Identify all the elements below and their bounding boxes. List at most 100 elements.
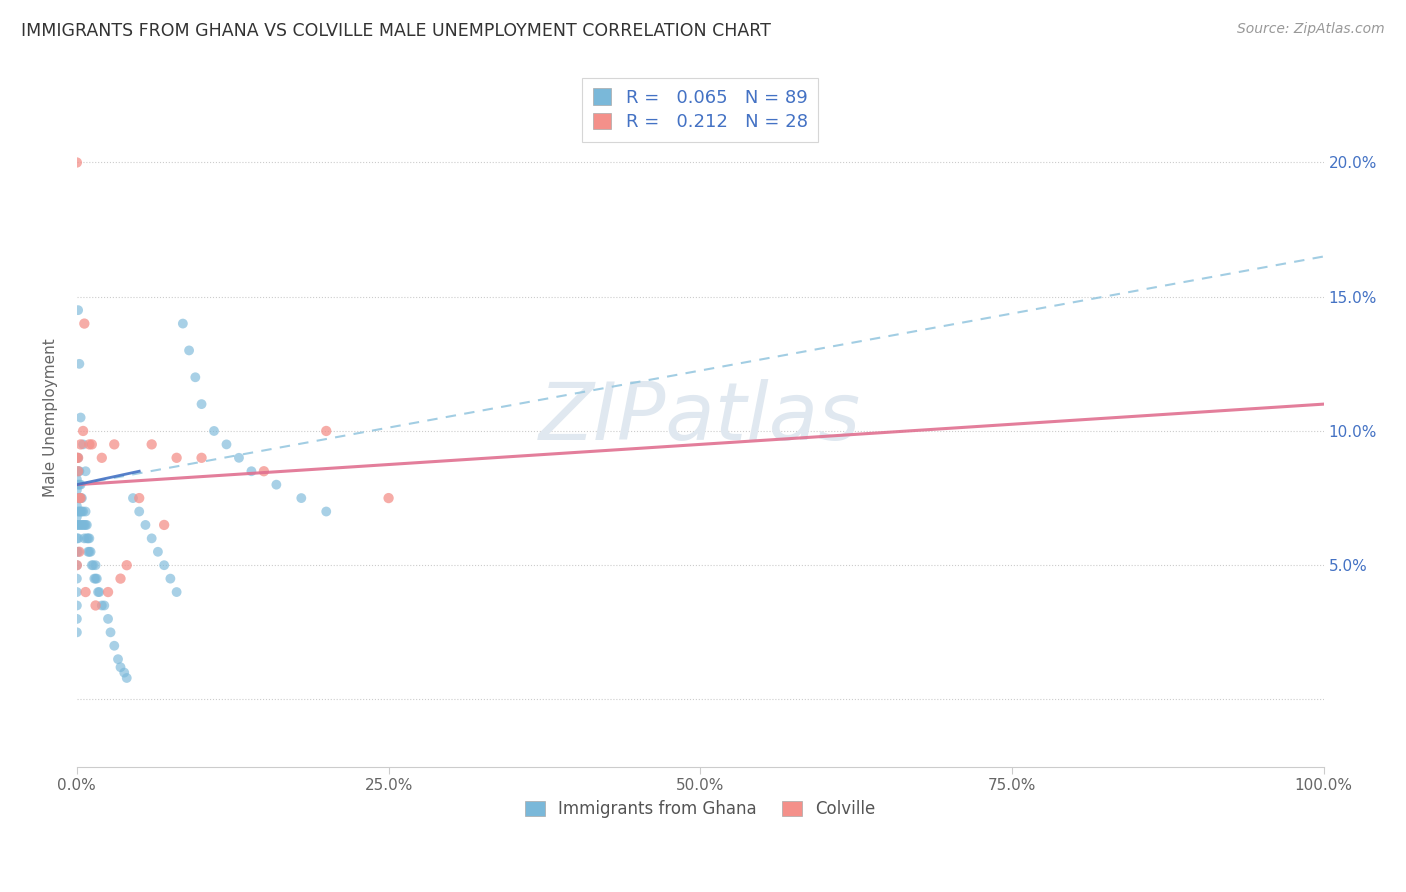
Point (107, 652, 129, 666)
Point (75, 585, 97, 599)
Point (66, 558, 89, 573)
Point (66, 517, 89, 532)
Point (172, 317, 194, 331)
Point (66, 585, 89, 599)
Point (89, 585, 111, 599)
Point (115, 558, 138, 573)
Point (266, 477, 288, 491)
Point (69, 491, 91, 505)
Point (66, 558, 89, 573)
Text: Source: ZipAtlas.com: Source: ZipAtlas.com (1237, 22, 1385, 37)
Point (66, 472, 89, 486)
Point (69, 477, 91, 491)
Point (66, 483, 89, 497)
Point (290, 491, 312, 505)
Point (66, 499, 89, 513)
Point (67, 532, 90, 546)
Point (67, 477, 90, 491)
Point (67, 303, 90, 318)
Text: IMMIGRANTS FROM GHANA VS COLVILLE MALE UNEMPLOYMENT CORRELATION CHART: IMMIGRANTS FROM GHANA VS COLVILLE MALE U… (21, 22, 770, 40)
Point (134, 517, 156, 532)
Point (377, 491, 399, 505)
Point (128, 504, 150, 518)
Point (115, 671, 138, 685)
Point (159, 572, 181, 586)
Point (67, 491, 90, 505)
Point (66, 532, 89, 546)
Point (97, 585, 120, 599)
Point (97, 612, 120, 626)
Point (69, 410, 91, 425)
Point (69, 437, 91, 451)
Point (128, 491, 150, 505)
Point (110, 660, 132, 674)
Point (190, 450, 212, 465)
Point (141, 532, 163, 546)
Point (87, 585, 110, 599)
Point (72, 517, 94, 532)
Point (72, 504, 94, 518)
Point (67, 357, 90, 371)
Point (76, 532, 98, 546)
Point (141, 437, 163, 451)
Legend: Immigrants from Ghana, Colville: Immigrants from Ghana, Colville (519, 793, 882, 824)
Y-axis label: Male Unemployment: Male Unemployment (44, 338, 58, 497)
Point (70, 491, 93, 505)
Point (66, 491, 89, 505)
Point (66, 450, 89, 465)
Point (122, 491, 145, 505)
Point (153, 517, 176, 532)
Point (79, 437, 101, 451)
Point (315, 424, 337, 438)
Point (79, 532, 101, 546)
Point (66, 572, 89, 586)
Point (67, 450, 90, 465)
Point (69, 504, 91, 518)
Point (66, 509, 89, 524)
Point (72, 437, 94, 451)
Point (73, 532, 96, 546)
Point (90, 599, 112, 613)
Point (67, 517, 90, 532)
Point (67, 545, 90, 559)
Point (73, 317, 96, 331)
Point (184, 370, 207, 384)
Point (80, 437, 103, 451)
Point (93, 599, 115, 613)
Point (146, 545, 169, 559)
Point (75, 464, 97, 478)
Point (177, 343, 200, 358)
Point (79, 545, 101, 559)
Point (80, 558, 103, 573)
Point (66, 612, 89, 626)
Point (84, 599, 107, 613)
Point (166, 585, 188, 599)
Point (70, 517, 93, 532)
Point (67, 464, 90, 478)
Point (83, 572, 105, 586)
Point (67, 491, 90, 505)
Point (90, 450, 112, 465)
Point (70, 504, 93, 518)
Point (73, 517, 96, 532)
Point (69, 491, 91, 505)
Point (75, 517, 97, 532)
Point (67, 504, 90, 518)
Point (240, 464, 263, 478)
Point (72, 424, 94, 438)
Point (77, 545, 100, 559)
Point (67, 504, 90, 518)
Point (202, 424, 225, 438)
Point (76, 517, 98, 532)
Point (66, 545, 89, 559)
Point (67, 477, 90, 491)
Point (79, 545, 101, 559)
Point (75, 504, 97, 518)
Point (66, 625, 89, 640)
Point (228, 450, 250, 465)
Point (110, 572, 132, 586)
Point (66, 155, 89, 169)
Point (67, 517, 90, 532)
Point (190, 397, 212, 411)
Point (215, 437, 238, 451)
